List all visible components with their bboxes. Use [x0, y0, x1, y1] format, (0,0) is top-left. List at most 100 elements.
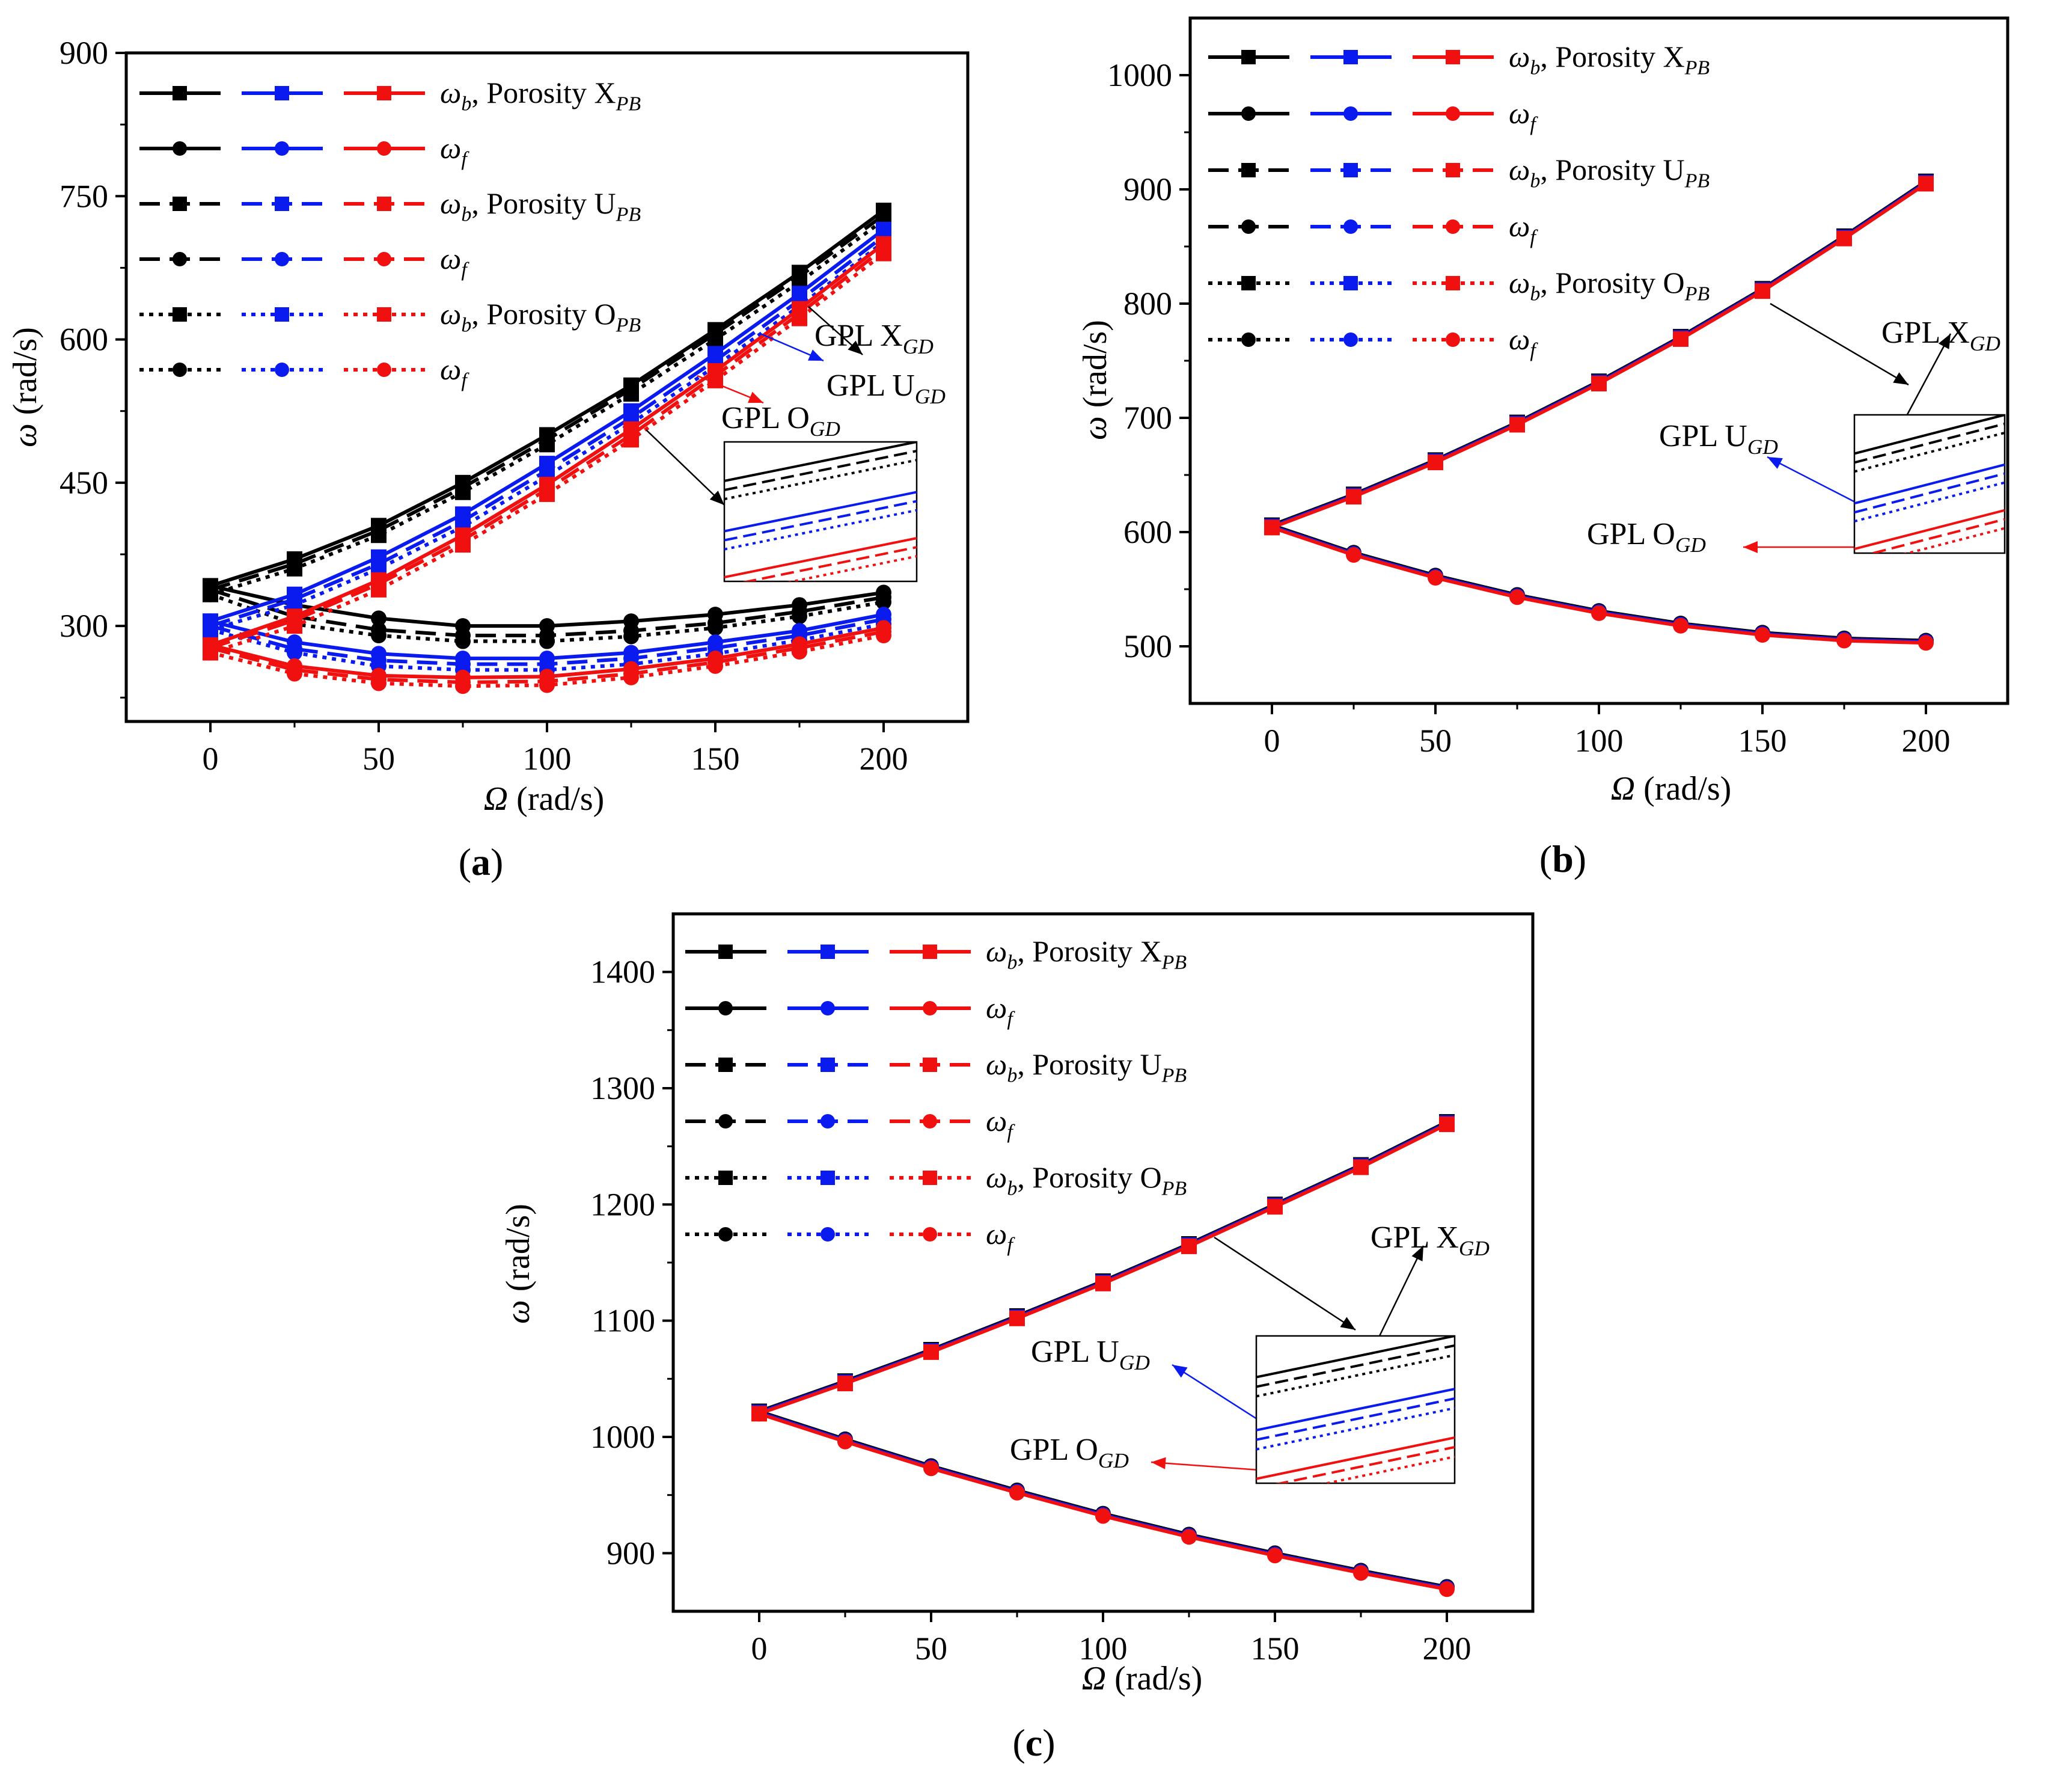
data-point-O-O-backward	[455, 537, 471, 553]
data-point-O-X-backward	[923, 1344, 939, 1360]
legend-entry-text: ωb, Porosity XPB	[986, 934, 1187, 974]
legend-marker-U-X	[821, 1001, 835, 1015]
legend-marker-X-U	[1241, 163, 1256, 177]
annotation-label: GPL UGD	[1031, 1335, 1150, 1374]
panel-label-close: )	[490, 841, 503, 883]
series-group	[751, 1114, 1455, 1597]
series-line-U-X-backward	[1271, 181, 1927, 528]
legend-marker-U-U	[1343, 219, 1358, 234]
annotation-label-sub: GD	[1970, 331, 2000, 355]
legend-entry-text-sub: f	[461, 259, 469, 281]
data-point-U-O-forward	[203, 622, 218, 638]
data-point-O-X-backward	[1918, 176, 1934, 192]
legend-entry-text-main: ω	[1509, 209, 1530, 243]
legend-entry-text-extra-sub: PB	[616, 204, 641, 226]
data-point-O-X-forward	[1918, 635, 1934, 651]
legend-entry-text-sub: f	[1530, 114, 1538, 136]
legend-marker-U-O	[821, 1227, 835, 1242]
annotation-arrow-head	[1938, 334, 1951, 349]
legend-marker-O-X	[1446, 50, 1460, 64]
annotation-label-sub: GD	[1747, 435, 1778, 459]
legend-entry-text: ωf	[986, 1104, 1015, 1144]
legend-entry-text-extra-sub: PB	[1684, 170, 1710, 192]
legend-entry-text-sub: b	[461, 93, 471, 115]
annotation-arrow-head	[1767, 457, 1783, 469]
data-point-O-X-backward	[1267, 1199, 1283, 1215]
legend-marker-X-O	[1241, 276, 1256, 290]
x-tick-label: 150	[1738, 723, 1787, 759]
legend-entry-text-main: ω	[1509, 153, 1530, 186]
data-point-O-X-backward	[1353, 1159, 1369, 1175]
annotation-arrow-head	[1411, 1246, 1423, 1261]
data-point-O-O-backward	[792, 310, 807, 326]
y-tick-label: 1000	[590, 1419, 655, 1455]
data-point-O-O-backward	[287, 618, 302, 634]
data-point-U-O-forward	[287, 645, 302, 661]
x-axis-symbol: Ω	[1082, 1660, 1107, 1697]
zoom-inset-line-X-O	[1256, 1353, 1455, 1398]
annotation-label-sub: GD	[1119, 1350, 1150, 1374]
annotation-label: GPL XGD	[1881, 316, 2000, 355]
panel-label-close: )	[1042, 1721, 1055, 1764]
chart-panel-3: 0 50 100 150 200 900 1000 1100 1200 1300 1400 Ω (ra…	[500, 912, 1535, 1764]
x-tick-label: 200	[1902, 723, 1951, 759]
y-axis-label: ω (rad/s)	[500, 1204, 537, 1324]
data-point-O-X-forward	[1095, 1508, 1111, 1524]
annotation-label-main: GPL X	[1881, 316, 1970, 350]
legend-entry-text-sub: b	[1530, 170, 1540, 192]
data-point-O-X-forward	[1591, 605, 1607, 621]
legend-entry-text-extra: , Porosity U	[1540, 153, 1684, 186]
series-line-X-X-backward	[1271, 180, 1927, 527]
legend-marker-O-O	[923, 1171, 937, 1185]
y-axis-unit: (rad/s)	[1077, 320, 1114, 416]
legend-entry-text-sub: b	[461, 204, 471, 226]
y-tick-label: 1100	[591, 1303, 655, 1339]
zoom-inset-lines	[1854, 415, 2005, 553]
legend-entry-text: ωf	[986, 1217, 1015, 1257]
legend-marker-O-U	[377, 197, 391, 211]
legend-entry-text-main: ω	[986, 991, 1007, 1024]
legend-marker-O-O	[377, 363, 391, 377]
legend-entry-text-sub: f	[1530, 340, 1538, 362]
data-point-O-X-backward	[1346, 489, 1361, 505]
legend-marker-O-X	[377, 86, 391, 100]
legend-marker-U-O	[1343, 276, 1358, 290]
x-axis-label: Ω (rad/s)	[484, 780, 605, 818]
data-point-X-O-backward	[623, 386, 639, 402]
data-point-O-O-backward	[623, 432, 639, 448]
legend-marker-U-U	[1343, 163, 1358, 177]
annotation-label-sub: GD	[915, 384, 946, 408]
legend-marker-X-X	[1241, 50, 1256, 64]
panel-label-letter: b	[1552, 838, 1574, 880]
y-tick-label: 600	[1123, 514, 1172, 550]
annotation-arrow-line	[1904, 333, 1952, 418]
panel-label-open: (	[1539, 838, 1552, 880]
legend-marker-X-O	[1241, 332, 1256, 347]
annotation-label-sub: GD	[1675, 533, 1706, 557]
x-tick-label: 150	[691, 741, 740, 777]
y-tick-label: 600	[60, 322, 108, 358]
data-point-O-X-forward	[1181, 1529, 1197, 1545]
y-tick-label: 1300	[590, 1070, 655, 1106]
legend-marker-O-X	[923, 1001, 937, 1015]
legend-entry-text-main: ω	[440, 297, 461, 331]
legend-entry-text-main: ω	[440, 131, 461, 165]
legend-marker-X-O	[718, 1227, 733, 1242]
y-tick-label: 750	[60, 178, 108, 214]
legend-marker-U-U	[821, 1114, 835, 1128]
panel-label-close: )	[1574, 838, 1586, 880]
legend-entry-text-extra: , Porosity X	[1017, 934, 1161, 968]
data-point-O-X-forward	[1755, 627, 1770, 643]
legend-marker-O-O	[377, 307, 391, 322]
data-point-X-O-forward	[623, 628, 639, 645]
legend-marker-O-X	[923, 945, 937, 959]
data-point-X-O-forward	[203, 586, 218, 602]
legend-entry-text-extra-sub: PB	[616, 314, 641, 337]
data-point-O-X-backward	[1428, 455, 1443, 471]
legend-entry-text-extra-sub: PB	[1684, 57, 1710, 79]
y-axis-unit: (rad/s)	[7, 327, 44, 423]
legend-marker-U-U	[821, 1058, 835, 1072]
